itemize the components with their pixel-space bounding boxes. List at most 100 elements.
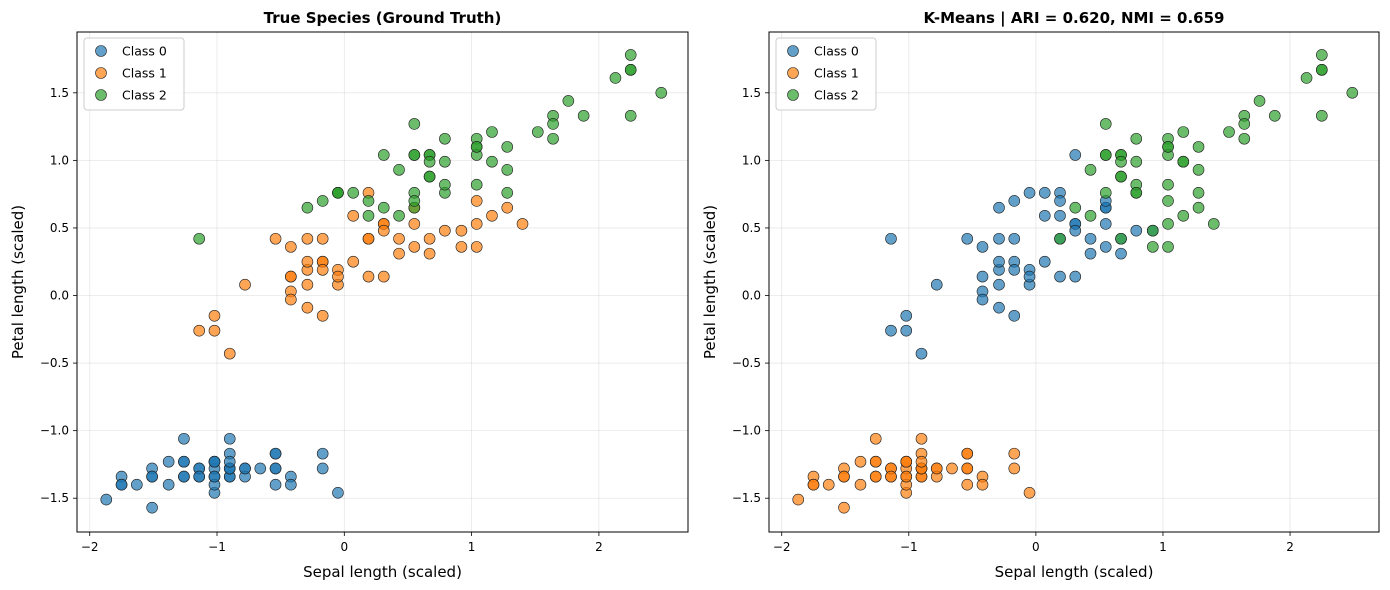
- data-point: [1099, 187, 1112, 199]
- data-point: [976, 270, 989, 283]
- data-point: [1115, 247, 1127, 260]
- x-tick-label: 2: [1286, 540, 1294, 554]
- data-point: [1099, 118, 1112, 130]
- data-point: [1162, 218, 1174, 230]
- data-point: [439, 155, 451, 168]
- data-point: [362, 195, 375, 207]
- data-point: [609, 72, 622, 84]
- y-tick-label: 1.5: [742, 86, 761, 100]
- data-point: [1130, 132, 1143, 145]
- data-point: [285, 241, 297, 253]
- data-point: [393, 164, 405, 176]
- data-point: [423, 232, 436, 245]
- data-point: [470, 141, 483, 153]
- data-point: [193, 232, 205, 245]
- y-tick-label: −1.5: [732, 491, 761, 505]
- data-point: [885, 470, 897, 483]
- data-point: [1054, 232, 1066, 245]
- data-point: [301, 255, 314, 268]
- y-tick-label: −0.5: [40, 356, 69, 370]
- data-point: [301, 278, 314, 291]
- data-point: [1253, 95, 1266, 107]
- legend-label: Class 1: [814, 66, 859, 81]
- data-point: [178, 455, 190, 468]
- x-tick-label: 2: [595, 540, 603, 554]
- legend-label: Class 0: [122, 44, 167, 59]
- data-point: [1162, 141, 1174, 153]
- series-1: [792, 432, 1036, 514]
- data-point: [501, 187, 514, 199]
- data-point: [423, 170, 436, 183]
- data-point: [1346, 87, 1359, 99]
- data-point: [1084, 164, 1097, 176]
- data-point: [193, 324, 205, 337]
- data-point: [1162, 178, 1174, 191]
- data-point: [332, 270, 344, 283]
- data-point: [1146, 224, 1159, 237]
- y-tick-label: −1.5: [40, 491, 69, 505]
- points: [792, 49, 1359, 514]
- data-point: [961, 478, 974, 491]
- data-point: [362, 232, 375, 245]
- data-point: [285, 478, 297, 491]
- data-point: [838, 470, 850, 483]
- data-point: [1130, 155, 1143, 168]
- chart-title: K-Means | ARI = 0.620, NMI = 0.659: [924, 9, 1225, 28]
- panel-ground-truth: −2 −1 0 1 2 −1.5 −1.0 −0.5 0.0 0.5 1.0 1.5 True Spec…: [9, 9, 689, 581]
- data-point: [408, 241, 421, 253]
- legend-box: [775, 37, 877, 111]
- legend-label: Class 1: [122, 66, 167, 81]
- data-point: [470, 218, 483, 230]
- data-point: [976, 293, 989, 306]
- data-point: [223, 432, 236, 445]
- data-point: [547, 132, 559, 145]
- legend-marker: [787, 89, 799, 101]
- data-point: [1069, 149, 1082, 161]
- data-point: [1177, 126, 1190, 138]
- data-point: [1008, 309, 1021, 322]
- data-point: [1084, 209, 1097, 222]
- data-point: [792, 493, 805, 506]
- data-point: [1054, 209, 1066, 222]
- y-tick-label: 0.0: [742, 289, 761, 303]
- data-point: [316, 462, 329, 475]
- data-point: [470, 178, 483, 191]
- data-point: [239, 278, 251, 291]
- data-point: [332, 487, 344, 499]
- data-point: [377, 270, 390, 283]
- data-point: [1207, 218, 1220, 230]
- data-point: [869, 470, 882, 483]
- data-point: [1099, 218, 1112, 230]
- legend: Class 0 Class 1 Class 2: [83, 37, 185, 111]
- data-point: [1146, 241, 1159, 253]
- data-point: [301, 232, 314, 245]
- x-tick-label: 1: [1159, 540, 1167, 554]
- data-point: [347, 255, 360, 268]
- data-point: [1115, 232, 1127, 245]
- data-point: [961, 462, 974, 475]
- legend-marker: [787, 67, 799, 79]
- legend-marker: [95, 45, 107, 57]
- data-point: [501, 201, 514, 214]
- data-point: [301, 301, 314, 314]
- points: [100, 49, 668, 514]
- data-point: [1008, 195, 1021, 207]
- data-point: [1023, 487, 1036, 499]
- data-point: [269, 462, 282, 475]
- y-tick-label: 1.5: [50, 86, 69, 100]
- data-point: [208, 309, 221, 322]
- data-point: [100, 493, 113, 506]
- data-point: [1115, 170, 1127, 183]
- data-point: [993, 201, 1005, 214]
- data-point: [547, 118, 559, 130]
- data-point: [1162, 241, 1174, 253]
- legend: Class 0 Class 1 Class 2: [775, 37, 877, 111]
- legend-marker: [95, 89, 107, 101]
- y-axis-label: Petal length (scaled): [9, 205, 27, 359]
- data-point: [915, 455, 928, 468]
- data-point: [423, 247, 436, 260]
- data-point: [285, 293, 297, 306]
- data-point: [1115, 155, 1127, 168]
- data-point: [332, 187, 344, 199]
